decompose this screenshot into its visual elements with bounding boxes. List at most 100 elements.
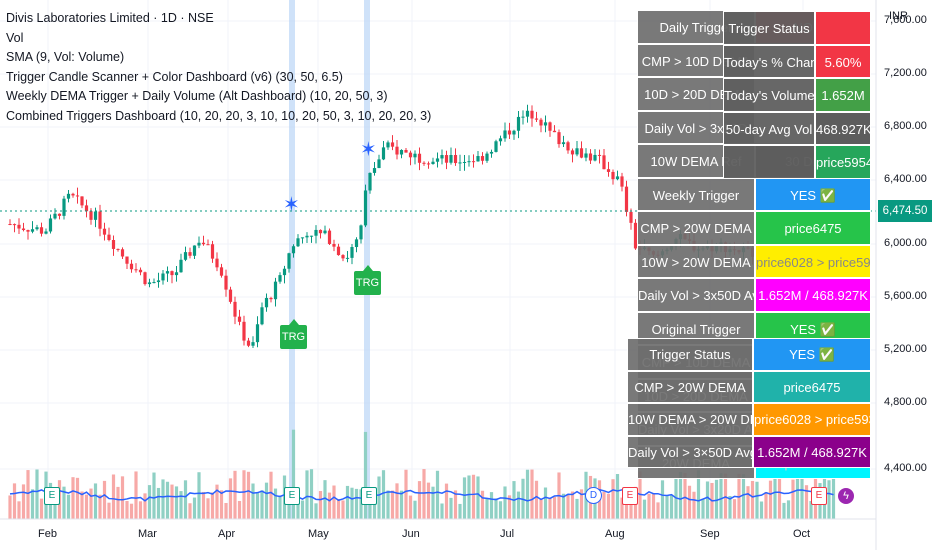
- candle-body: [12, 224, 17, 226]
- volume-bar: [345, 485, 350, 519]
- volume-bar: [705, 481, 710, 519]
- candle-body: [611, 171, 615, 180]
- volume-bar: [147, 485, 152, 519]
- candle-body: [372, 168, 377, 173]
- lightning-icon[interactable]: ϟ: [838, 488, 854, 504]
- volume-bar: [440, 503, 444, 519]
- dividend-icon[interactable]: D: [585, 487, 602, 504]
- volume-bar: [467, 475, 471, 519]
- indicator-sma[interactable]: SMA (9, Vol: Volume): [6, 50, 125, 64]
- volume-bar: [138, 501, 143, 519]
- volume-bar: [233, 470, 237, 519]
- candle-body: [566, 142, 570, 151]
- candle-body: [354, 239, 359, 248]
- candle-body: [381, 147, 386, 160]
- volume-bar: [651, 493, 656, 519]
- candle-body: [107, 234, 111, 241]
- candle-body: [530, 110, 534, 119]
- volume-bar: [323, 480, 327, 519]
- candle-body: [201, 242, 206, 245]
- volume-bar: [426, 482, 431, 519]
- trg-label: TRG: [354, 265, 381, 295]
- candle-body: [71, 193, 75, 196]
- indicator-trigger-scanner[interactable]: Trigger Candle Scanner + Color Dashboard…: [6, 69, 343, 84]
- volume-bar: [395, 483, 399, 519]
- volume-bar: [422, 469, 426, 519]
- candle-body: [21, 228, 26, 231]
- candle-body: [597, 154, 602, 156]
- volume-bar: [431, 486, 435, 519]
- candle-body: [417, 153, 422, 163]
- volume-bar: [125, 500, 129, 519]
- volume-bar: [494, 498, 498, 519]
- volume-bar: [575, 498, 579, 519]
- volume-bar: [273, 488, 278, 519]
- candle-body: [89, 211, 93, 220]
- indicator-combined-triggers[interactable]: Combined Triggers Dashboard (10, 20, 20,…: [6, 108, 432, 123]
- volume-bar: [287, 498, 291, 519]
- volume-bar: [534, 480, 539, 519]
- volume-bar: [413, 500, 417, 519]
- volume-bar: [665, 495, 669, 519]
- volume-bar: [386, 490, 390, 519]
- candle-body: [165, 271, 170, 274]
- candle-body: [323, 230, 327, 234]
- volume-bar: [318, 491, 323, 519]
- volume-bar: [98, 494, 102, 519]
- candle-body: [192, 245, 197, 256]
- volume-bar: [570, 491, 575, 519]
- candle-body: [84, 205, 89, 212]
- volume-bar: [188, 503, 192, 519]
- candle-body: [305, 235, 309, 238]
- volume-bar: [251, 483, 255, 519]
- price-tick-label: 4,400.00: [884, 462, 927, 474]
- candle-body: [44, 231, 48, 234]
- candle-body: [629, 211, 633, 223]
- volume-bar: [26, 470, 30, 519]
- earnings-icon[interactable]: E: [284, 487, 300, 505]
- candle-body: [332, 243, 336, 247]
- dashboard-label: 10W > 20W DEMA: [637, 244, 755, 278]
- candle-body: [359, 225, 363, 240]
- dashboard-label: Weekly Trigger: [637, 177, 755, 211]
- volume-bar: [156, 487, 161, 519]
- indicator-vol[interactable]: Vol: [6, 30, 24, 45]
- symbol-title[interactable]: Divis Laboratories Limited · 1D · NSE: [6, 11, 214, 25]
- volume-bar: [701, 498, 705, 519]
- earnings-icon[interactable]: E: [44, 487, 60, 505]
- indicator-weekly-dema[interactable]: Weekly DEMA Trigger + Daily Volume (Alt …: [6, 89, 388, 103]
- candle-body: [273, 281, 278, 300]
- candle-body: [53, 213, 57, 219]
- volume-bar: [741, 474, 746, 519]
- volume-bar: [377, 476, 381, 519]
- volume-bar: [462, 477, 467, 519]
- earnings-icon[interactable]: E: [622, 487, 638, 505]
- volume-bar: [746, 486, 750, 519]
- currency-label[interactable]: INR: [889, 10, 908, 22]
- volume-bar: [638, 471, 642, 519]
- candle-body: [93, 211, 98, 220]
- volume-bar: [53, 496, 57, 519]
- volume-bar: [827, 480, 831, 519]
- candle-body: [422, 162, 426, 164]
- volume-bar: [692, 491, 696, 519]
- volume-bar: [458, 503, 462, 519]
- volume-bar: [750, 480, 755, 519]
- dashboard-value: price6028 > price5932: [755, 244, 871, 278]
- dashboard-value: price6028 > price5932: [753, 403, 871, 436]
- star-icon: ✶: [360, 139, 377, 161]
- candle-body: [314, 229, 318, 236]
- earnings-icon[interactable]: E: [811, 487, 827, 505]
- volume-bar: [566, 494, 570, 519]
- candle-body: [174, 272, 179, 276]
- candle-body: [111, 240, 116, 249]
- dashboard-value: 1.652M: [815, 78, 871, 112]
- candle-body: [30, 229, 35, 232]
- earnings-icon[interactable]: E: [361, 487, 377, 505]
- candle-body: [467, 161, 471, 163]
- volume-bar: [305, 470, 309, 519]
- candle-body: [255, 324, 260, 343]
- volume-bar: [444, 483, 449, 519]
- volume-bar: [449, 497, 453, 519]
- candle-body: [66, 193, 71, 199]
